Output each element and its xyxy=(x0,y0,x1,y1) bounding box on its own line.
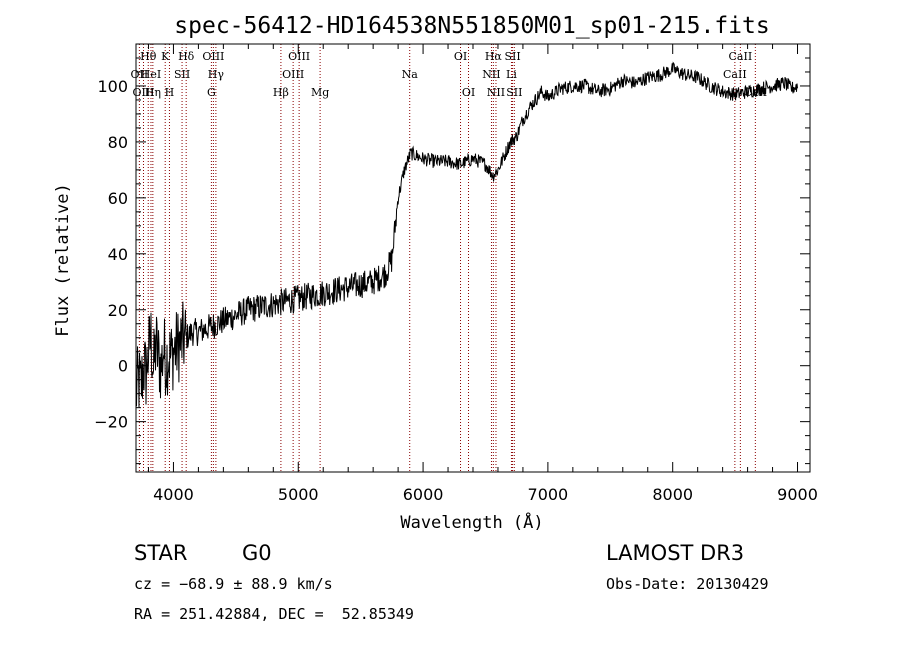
spectral-line-label: G xyxy=(207,86,216,99)
spectral-line-label: H xyxy=(165,86,175,99)
spectral-line-label: OI xyxy=(454,50,467,63)
object-class: STAR xyxy=(134,541,188,565)
spectral-line-label: Hθ xyxy=(140,50,157,63)
spectral-line-markers xyxy=(138,44,756,472)
x-axis-label: Wavelength (Å) xyxy=(400,511,543,533)
spectral-line-label: Hα xyxy=(485,50,503,63)
spectral-line-label: OIII xyxy=(132,86,154,99)
x-tick-label: 8000 xyxy=(652,485,693,504)
y-axis: −20 0 20 40 60 80 100 xyxy=(94,57,810,465)
object-subclass: G0 xyxy=(242,541,272,565)
survey-name: LAMOST DR3 xyxy=(606,541,745,565)
spectral-line-label: Mg xyxy=(311,86,329,99)
coordinates: RA = 251.42884, DEC = 52.85349 xyxy=(134,605,414,623)
spectral-line-label: OIII xyxy=(288,50,310,63)
spectral-line-label: K xyxy=(161,50,170,63)
spectral-line-label: NII xyxy=(487,86,505,99)
y-axis-label: Flux (relative) xyxy=(53,183,73,337)
x-tick-label: 5000 xyxy=(278,485,319,504)
spectrum-line xyxy=(135,61,798,408)
spectral-line-label: OI xyxy=(462,86,475,99)
spectral-line-label: Li xyxy=(506,68,517,81)
spectral-line-label: Hδ xyxy=(178,50,195,63)
x-tick-label: 7000 xyxy=(528,485,569,504)
y-tick-label: 60 xyxy=(108,189,128,208)
chart-title: spec-56412-HD164538N551850M01_sp01-215.f… xyxy=(174,13,769,39)
spectral-line-label: Hγ xyxy=(208,68,225,81)
y-tick-label: −20 xyxy=(94,413,128,432)
spectral-line-label: OIII xyxy=(202,50,224,63)
spectral-line-label: Hβ xyxy=(273,86,289,99)
x-axis: 4000 5000 6000 7000 8000 9000 xyxy=(147,44,818,504)
spectral-line-label: OII xyxy=(131,68,149,81)
y-tick-label: 40 xyxy=(108,245,128,264)
plot-frame xyxy=(135,43,811,473)
y-tick-label: 0 xyxy=(118,357,128,376)
x-tick-label: 4000 xyxy=(153,485,194,504)
x-tick-label: 9000 xyxy=(777,485,818,504)
spectral-line-label: SII xyxy=(506,86,522,99)
y-tick-label: 20 xyxy=(108,301,128,320)
spectral-line-label: NII xyxy=(482,68,500,81)
y-tick-label: 80 xyxy=(108,133,128,152)
y-tick-label: 100 xyxy=(97,77,128,96)
spectral-line-label: SII xyxy=(504,50,520,63)
spectral-line-label: Na xyxy=(402,68,419,81)
spectral-line-label: CaII xyxy=(723,68,747,81)
x-tick-label: 6000 xyxy=(403,485,444,504)
spectral-line-label: CaII xyxy=(729,50,753,63)
redshift-velocity: cz = −68.9 ± 88.9 km/s xyxy=(134,575,333,593)
spectrum-chart: spec-56412-HD164538N551850M01_sp01-215.f… xyxy=(53,13,818,533)
spectral-line-label: SII xyxy=(174,68,190,81)
spectral-line-label: OIII xyxy=(282,68,304,81)
spectral-line-label: Hη xyxy=(145,86,161,99)
observation-date: Obs-Date: 20130429 xyxy=(606,575,769,593)
spectral-line-label: HeI xyxy=(141,68,161,81)
